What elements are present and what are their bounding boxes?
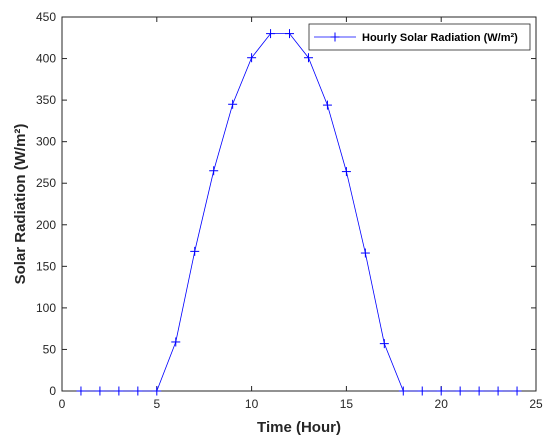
data-point-marker <box>247 53 257 63</box>
legend: Hourly Solar Radiation (W/m²) <box>308 23 531 51</box>
data-point-marker <box>152 386 162 396</box>
x-tick-label: 15 <box>340 397 354 411</box>
y-tick-label: 250 <box>36 176 56 190</box>
data-point-marker <box>76 386 86 396</box>
y-tick-label: 400 <box>36 52 56 66</box>
data-point-marker <box>379 339 389 349</box>
y-tick-label: 100 <box>36 301 56 315</box>
data-point-marker <box>114 386 124 396</box>
y-tick-label: 300 <box>36 135 56 149</box>
data-point-marker <box>209 166 219 176</box>
legend-label: Hourly Solar Radiation (W/m²) <box>362 32 518 44</box>
legend-marker <box>330 32 340 42</box>
x-axis-title: Time (Hour) <box>257 419 341 436</box>
x-tick-label: 10 <box>245 397 259 411</box>
data-point-marker <box>436 386 446 396</box>
y-tick-label: 450 <box>36 10 56 24</box>
y-tick-label: 200 <box>36 218 56 232</box>
data-point-marker <box>455 386 465 396</box>
data-point-marker <box>303 53 313 63</box>
series-layer <box>76 29 522 396</box>
data-point-marker <box>266 29 276 39</box>
data-point-marker <box>360 248 370 258</box>
y-tick-label: 350 <box>36 93 56 107</box>
x-tick-label: 25 <box>529 397 543 411</box>
x-tick-label: 5 <box>153 397 160 411</box>
data-point-marker <box>512 386 522 396</box>
y-tick-label: 50 <box>43 342 57 356</box>
data-point-marker <box>474 386 484 396</box>
data-point-marker <box>398 386 408 396</box>
data-point-marker <box>417 386 427 396</box>
data-point-marker <box>493 386 503 396</box>
data-point-marker <box>133 386 143 396</box>
y-tick-label: 150 <box>36 259 56 273</box>
data-point-marker <box>341 167 351 177</box>
data-point-marker <box>171 337 181 347</box>
plot-area <box>61 16 537 392</box>
data-point-marker <box>322 100 332 110</box>
data-point-marker <box>95 386 105 396</box>
y-axis-ticks: 0 50 100 150 200 250 300 350 400 450 <box>36 10 536 398</box>
data-point-marker <box>190 246 200 256</box>
data-point-marker <box>285 29 295 39</box>
x-tick-label: 0 <box>59 397 66 411</box>
data-point-marker <box>228 99 238 109</box>
y-axis-title: Solar Radiation (W/m²) <box>12 124 29 285</box>
y-tick-label: 0 <box>49 384 56 398</box>
x-tick-label: 20 <box>435 397 449 411</box>
